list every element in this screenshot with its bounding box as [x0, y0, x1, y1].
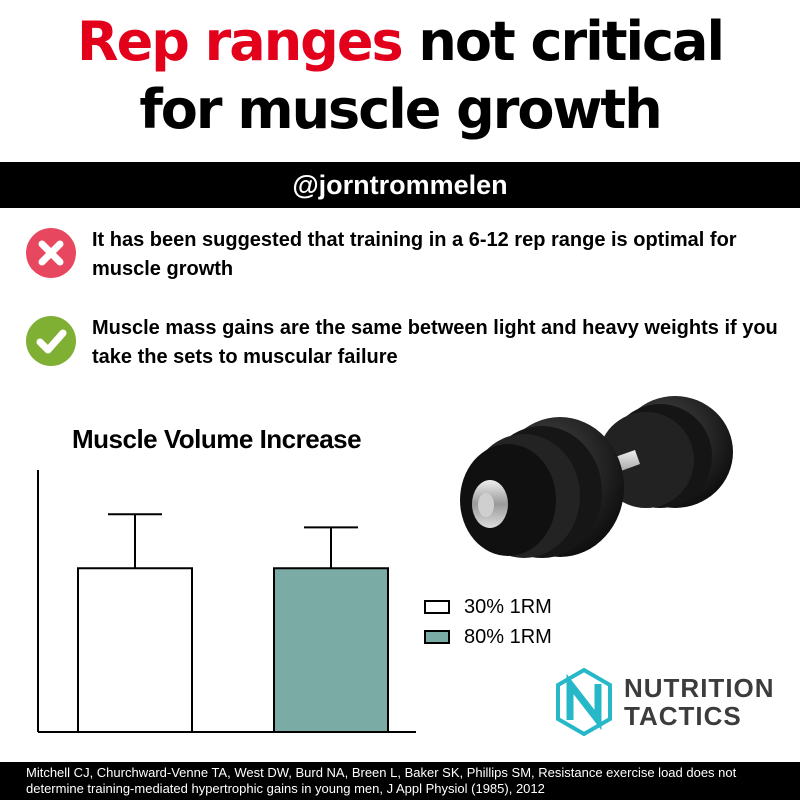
citation-line-2: determine training-mediated hypertrophic… [26, 781, 545, 796]
logo-text-line-2: TACTICS [624, 701, 742, 731]
check-icon [26, 316, 76, 366]
chart-title: Muscle Volume Increase [72, 424, 362, 454]
bar-2 [273, 567, 389, 733]
chart-legend: 30% 1RM 80% 1RM [424, 592, 552, 652]
claim-fact-text: Muscle mass gains are the same between l… [92, 317, 778, 368]
author-handle: @jorntrommelen [292, 170, 508, 200]
claim-myth-text: It has been suggested that training in a… [92, 229, 737, 280]
logo-text-line-1: NUTRITION [624, 673, 775, 703]
bar-1 [77, 567, 193, 733]
dumbbell-image [460, 396, 733, 558]
title-line-1: Rep ranges not critical [0, 8, 800, 76]
legend-label-80rm: 80% 1RM [464, 625, 552, 648]
legend-swatch-80rm [424, 630, 450, 644]
author-handle-banner: @jorntrommelen [0, 162, 800, 208]
legend-swatch-30rm [424, 600, 450, 614]
legend-item-30rm: 30% 1RM [424, 592, 552, 622]
logo-wordmark: NUTRITION TACTICS [624, 674, 775, 730]
legend-label-30rm: 30% 1RM [464, 595, 552, 618]
cross-icon [26, 228, 76, 278]
title-line-1-rest: not critical [401, 10, 725, 73]
bar-chart [37, 470, 416, 733]
nutrition-tactics-logo: NUTRITION TACTICS [556, 668, 775, 736]
logo-n-icon [556, 668, 612, 736]
citation-line-1: Mitchell CJ, Churchward-Venne TA, West D… [26, 765, 737, 780]
title-line-2: for muscle growth [139, 78, 662, 141]
citation-footer: Mitchell CJ, Churchward-Venne TA, West D… [0, 762, 800, 800]
title-highlight: Rep ranges [77, 10, 404, 73]
claim-fact: Muscle mass gains are the same between l… [26, 314, 786, 372]
page-title: Rep ranges not critical for muscle growt… [0, 8, 800, 144]
legend-item-80rm: 80% 1RM [424, 622, 552, 652]
claim-myth: It has been suggested that training in a… [26, 226, 786, 284]
